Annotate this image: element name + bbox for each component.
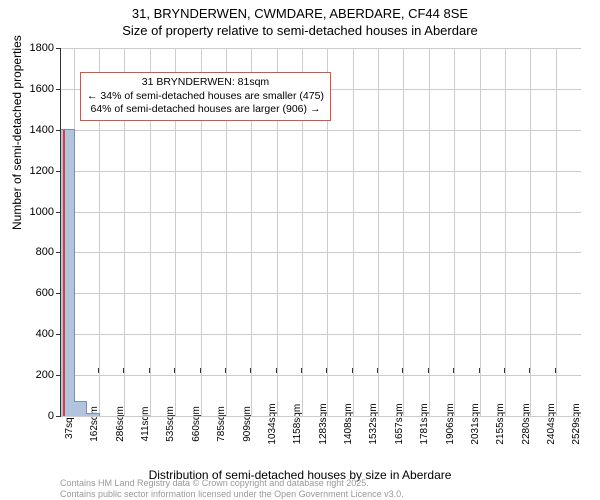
footer-credits: Contains HM Land Registry data © Crown c… <box>60 478 404 499</box>
annotation-line3: 64% of semi-detached houses are larger (… <box>87 103 324 117</box>
y-tick-label: 1000 <box>14 206 54 218</box>
grid-line-vertical <box>480 48 481 416</box>
footer-line1: Contains HM Land Registry data © Crown c… <box>60 478 404 488</box>
grid-line-vertical <box>454 48 455 416</box>
grid-line-vertical <box>378 48 379 416</box>
highlight-region <box>63 130 65 416</box>
histogram-bar <box>86 413 100 416</box>
y-tick-label: 800 <box>14 246 54 258</box>
grid-line-horizontal <box>61 416 581 417</box>
y-tick-label: 200 <box>14 369 54 381</box>
y-tick-label: 1400 <box>14 124 54 136</box>
y-tick-label: 600 <box>14 287 54 299</box>
grid-line-horizontal <box>61 212 581 213</box>
chart-container: 31, BRYNDERWEN, CWMDARE, ABERDARE, CF44 … <box>0 0 600 500</box>
grid-line-vertical <box>505 48 506 416</box>
chart-title-line1: 31, BRYNDERWEN, CWMDARE, ABERDARE, CF44 … <box>0 0 600 21</box>
grid-line-horizontal <box>61 334 581 335</box>
grid-line-vertical <box>353 48 354 416</box>
grid-line-horizontal <box>61 375 581 376</box>
annotation-line2: ← 34% of semi-detached houses are smalle… <box>87 90 324 104</box>
annotation-box: 31 BRYNDERWEN: 81sqm ← 34% of semi-detac… <box>80 72 331 121</box>
grid-line-horizontal <box>61 130 581 131</box>
grid-line-vertical <box>403 48 404 416</box>
x-tick-label: 2529sqm <box>571 403 582 444</box>
grid-line-vertical <box>556 48 557 416</box>
grid-line-horizontal <box>61 171 581 172</box>
y-tick-label: 1600 <box>14 83 54 95</box>
grid-line-horizontal <box>61 252 581 253</box>
grid-line-vertical <box>429 48 430 416</box>
grid-line-vertical <box>530 48 531 416</box>
y-tick-label: 400 <box>14 328 54 340</box>
y-tick-label: 1200 <box>14 165 54 177</box>
histogram-bar <box>74 401 88 416</box>
footer-line2: Contains public sector information licen… <box>60 489 404 499</box>
grid-line-horizontal <box>61 48 581 49</box>
grid-line-horizontal <box>61 293 581 294</box>
y-tick-label: 1800 <box>14 42 54 54</box>
chart-title-line2: Size of property relative to semi-detach… <box>0 21 600 38</box>
annotation-line1: 31 BRYNDERWEN: 81sqm <box>87 76 324 90</box>
y-tick-label: 0 <box>14 410 54 422</box>
